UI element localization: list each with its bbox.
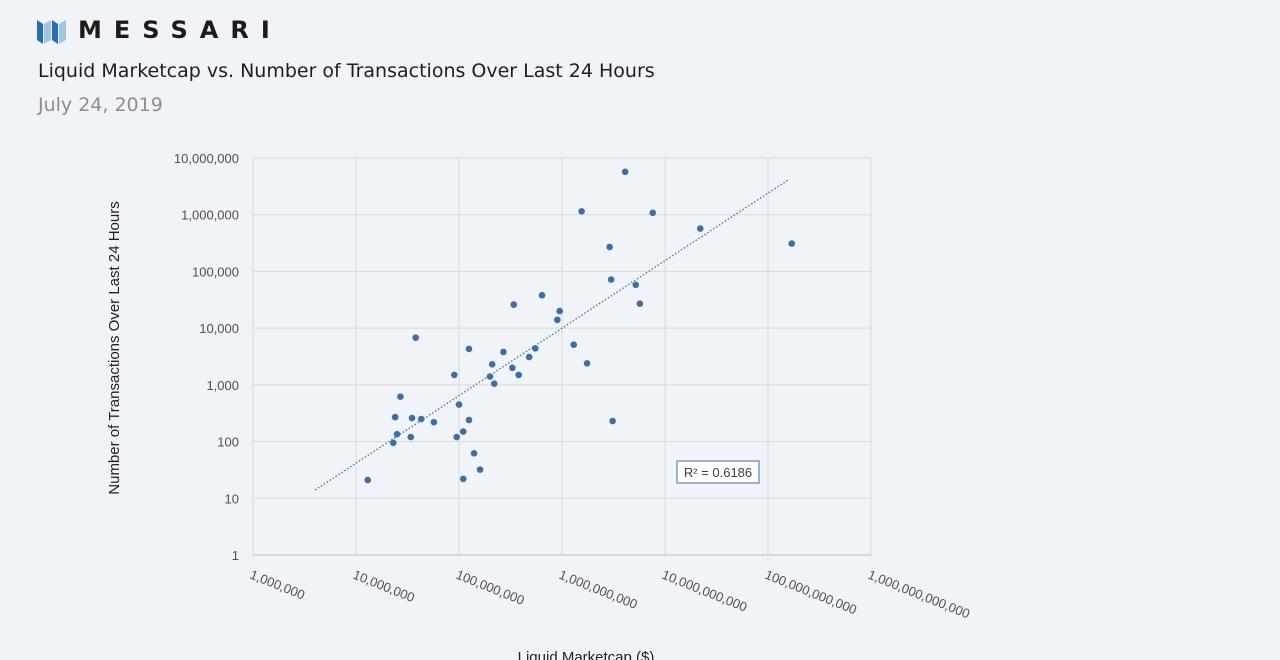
x-tick-label: 10,000,000,000 xyxy=(660,567,749,615)
y-tick-label: 100 xyxy=(217,435,239,450)
scatter-point xyxy=(470,450,478,457)
brand-name: MESSARI xyxy=(78,16,282,44)
scatter-point xyxy=(465,416,473,424)
scatter-point xyxy=(531,345,539,352)
scatter-point xyxy=(570,341,578,349)
chart-subtitle: July 24, 2019 xyxy=(38,94,163,116)
scatter-point xyxy=(393,430,401,438)
trendline xyxy=(314,178,790,491)
scatter-point xyxy=(636,300,644,307)
scatter-point xyxy=(556,307,564,315)
x-tick-label: 100,000,000 xyxy=(454,567,527,608)
scatter-point xyxy=(465,345,473,353)
scatter-points xyxy=(364,168,796,484)
scatter-point xyxy=(488,361,496,368)
x-tick-label: 1,000,000,000,000 xyxy=(866,567,972,622)
x-tick-label: 10,000,000 xyxy=(351,567,417,605)
scatter-point xyxy=(632,281,640,289)
scatter-point xyxy=(525,353,533,361)
scatter-point xyxy=(553,316,561,324)
y-tick-label: 1,000 xyxy=(206,378,239,393)
x-axis-ticks: 1,000,000 10,000,000 100,000,000 1,000,000,… xyxy=(248,567,972,622)
scatter-point xyxy=(578,207,585,215)
scatter-point xyxy=(453,433,461,441)
scatter-point xyxy=(583,359,591,367)
messari-logo-icon xyxy=(37,20,66,44)
scatter-point xyxy=(649,209,657,217)
scatter-point xyxy=(490,380,498,387)
x-tick-label: 100,000,000,000 xyxy=(763,567,859,617)
y-tick-label: 10,000 xyxy=(199,321,239,336)
y-axis-ticks: 1 10 100 1,000 10,000 100,000 1,000,000 10,000,… xyxy=(174,151,239,563)
scatter-point xyxy=(391,413,399,421)
scatter-point xyxy=(486,373,494,380)
scatter-point xyxy=(455,401,463,408)
scatter-point xyxy=(500,348,507,356)
scatter-point xyxy=(459,428,467,435)
y-tick-label: 10,000,000 xyxy=(174,151,239,166)
scatter-point xyxy=(412,334,420,341)
y-tick-label: 10 xyxy=(225,491,239,506)
scatter-point xyxy=(607,276,615,283)
scatter-point xyxy=(621,168,629,176)
scatter-point xyxy=(364,476,372,484)
scatter-point xyxy=(417,415,425,423)
r-squared-label: R² = 0.6186 xyxy=(684,465,752,480)
x-tick-label: 1,000,000 xyxy=(248,567,307,603)
r-squared-annotation: R² = 0.6186 xyxy=(676,460,760,484)
chart-grid xyxy=(252,157,872,556)
scatter-point xyxy=(538,291,546,299)
scatter-point xyxy=(476,466,484,473)
scatter-point xyxy=(696,225,704,232)
y-tick-label: 100,000 xyxy=(192,264,239,279)
y-tick-label: 1 xyxy=(232,548,239,563)
x-tick-label: 1,000,000,000 xyxy=(557,567,640,612)
scatter-point xyxy=(606,243,613,251)
y-axis-label: Number of Transactions Over Last 24 Hour… xyxy=(106,201,123,494)
scatter-point xyxy=(509,364,516,372)
scatter-point xyxy=(408,414,416,422)
trendline-group xyxy=(314,178,790,491)
scatter-point xyxy=(389,439,397,447)
scatter-point xyxy=(515,371,523,379)
y-tick-label: 1,000,000 xyxy=(181,208,239,223)
scatter-point xyxy=(450,371,458,379)
brand-header: MESSARI xyxy=(37,16,282,44)
scatter-point xyxy=(609,417,616,425)
chart-title: Liquid Marketcap vs. Number of Transacti… xyxy=(38,60,655,82)
scatter-point xyxy=(459,475,467,483)
scatter-point xyxy=(397,393,404,400)
scatter-point xyxy=(788,240,796,247)
scatter-point xyxy=(407,433,415,441)
x-axis-label: Liquid Marketcap ($) xyxy=(518,649,655,660)
scatter-point xyxy=(510,301,518,308)
scatter-point xyxy=(430,418,438,426)
r-squared-box xyxy=(676,460,760,484)
